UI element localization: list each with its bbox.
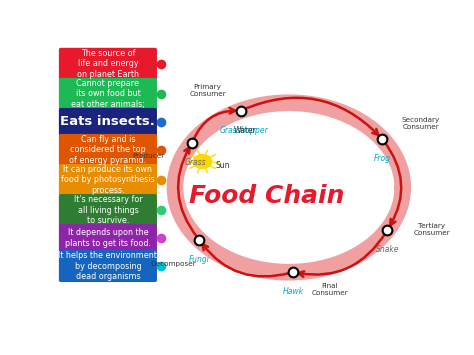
Text: Food Chain: Food Chain (189, 184, 345, 208)
FancyBboxPatch shape (59, 134, 157, 166)
Text: Water: Water (234, 126, 257, 135)
Text: The source of
life and energy
on planet Earth: The source of life and energy on planet … (77, 49, 139, 79)
FancyBboxPatch shape (59, 194, 157, 226)
Text: Eats insects.: Eats insects. (61, 115, 155, 129)
Text: Fungi: Fungi (189, 255, 210, 264)
Text: Secondary
Consumer: Secondary Consumer (401, 118, 440, 130)
FancyBboxPatch shape (59, 78, 157, 110)
Text: It helps the environment
by decomposing
dead organisms: It helps the environment by decomposing … (58, 251, 157, 281)
Text: Final
Consumer: Final Consumer (311, 283, 348, 296)
Text: Grasshopper: Grasshopper (220, 126, 269, 135)
Text: Snake: Snake (376, 245, 399, 254)
Text: Hawk: Hawk (283, 287, 303, 296)
FancyBboxPatch shape (59, 224, 157, 252)
FancyBboxPatch shape (59, 48, 157, 80)
Text: Can fly and is
considered the top
of energy pyramid.: Can fly and is considered the top of ene… (69, 135, 146, 165)
Text: Grass: Grass (185, 158, 207, 166)
Text: Frog: Frog (374, 154, 391, 163)
Text: Tertiary
Consumer: Tertiary Consumer (413, 223, 450, 236)
Text: It can produce its own
food by photosynthesis
process.: It can produce its own food by photosynt… (61, 165, 155, 195)
FancyBboxPatch shape (59, 250, 157, 282)
Text: It depends upon the
plants to get its food.: It depends upon the plants to get its fo… (65, 228, 151, 248)
Text: Cannot prepare
its own food but
eat other animals;: Cannot prepare its own food but eat othe… (71, 79, 145, 109)
FancyBboxPatch shape (59, 164, 157, 196)
Text: Sun: Sun (215, 161, 230, 170)
Text: Primary
Consumer: Primary Consumer (189, 84, 226, 97)
FancyBboxPatch shape (59, 108, 157, 136)
Text: It's necessary for
all living things
to survive.: It's necessary for all living things to … (73, 195, 142, 225)
Text: Producer: Producer (132, 153, 164, 159)
Text: Decomposer: Decomposer (151, 261, 196, 267)
Circle shape (193, 155, 212, 168)
